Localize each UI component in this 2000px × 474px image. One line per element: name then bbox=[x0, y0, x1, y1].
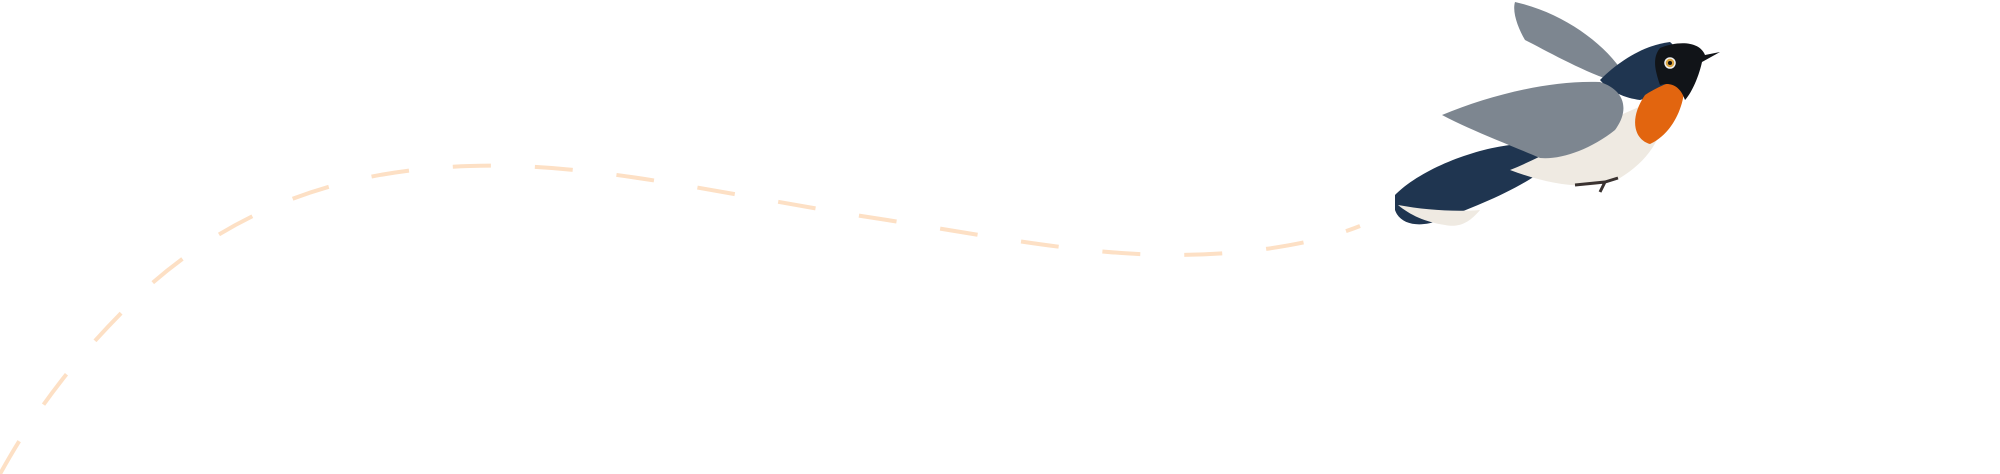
bird-throat bbox=[1635, 78, 1686, 144]
bird-lower-wing bbox=[1442, 81, 1624, 159]
bird-tail-tip bbox=[1398, 205, 1480, 226]
dashed-flight-path bbox=[0, 163, 1361, 474]
bird-icon bbox=[1395, 2, 1720, 226]
bird-pupil bbox=[1668, 61, 1672, 65]
bird-foot bbox=[1574, 176, 1619, 193]
bird-tail bbox=[1395, 145, 1555, 225]
bird-upper-wing bbox=[1514, 2, 1620, 80]
